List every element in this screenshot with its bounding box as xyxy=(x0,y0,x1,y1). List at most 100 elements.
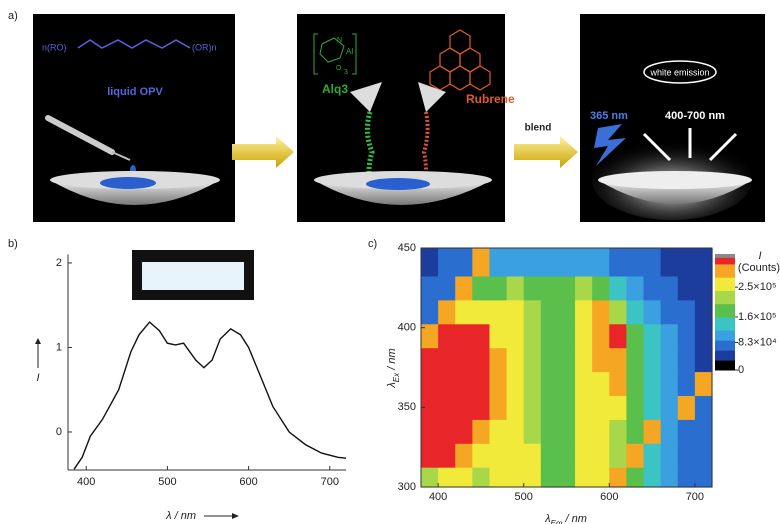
heat-cell xyxy=(541,348,559,373)
heat-cell xyxy=(644,348,662,373)
heat-cell xyxy=(507,371,525,396)
heat-cell xyxy=(678,248,696,276)
heat-cell xyxy=(592,300,610,325)
heat-cell xyxy=(455,324,473,349)
heat-cell xyxy=(661,248,679,276)
uv-label: 365 nm xyxy=(590,110,628,122)
heat-cell xyxy=(695,324,713,349)
heat-cell xyxy=(644,276,662,301)
heat-cell xyxy=(524,371,542,396)
heat-cell xyxy=(524,300,542,325)
x-tick-label: 700 xyxy=(321,476,339,488)
heat-cell xyxy=(472,371,490,396)
heat-cell xyxy=(541,467,559,488)
x-axis-label-part: / nm xyxy=(562,513,586,524)
heat-cell xyxy=(421,276,439,301)
heat-cell xyxy=(609,300,627,325)
heat-cell xyxy=(609,443,627,468)
heat-cell xyxy=(541,443,559,468)
heat-cell xyxy=(472,324,490,349)
heat-cell xyxy=(558,348,576,373)
x-axis-label: λEm / nm xyxy=(544,513,587,524)
heat-cell xyxy=(489,419,507,444)
heat-cell xyxy=(592,395,610,420)
arrow xyxy=(232,136,294,168)
heat-cell xyxy=(438,467,456,488)
heat-cell xyxy=(575,467,593,488)
caption: Alq3 xyxy=(322,82,348,96)
heat-cell xyxy=(438,300,456,325)
page: a) n(RO) (OR)n liquid OPV N Al O 3 Alq3 … xyxy=(0,0,780,524)
heat-cell xyxy=(678,300,696,325)
heat-cell xyxy=(507,419,525,444)
heat-cell xyxy=(524,248,542,276)
chem-label: N xyxy=(337,37,342,44)
x-tick-label: 500 xyxy=(515,491,533,503)
heat-cell xyxy=(524,348,542,373)
chem-label: 3 xyxy=(344,69,348,76)
heat-cell xyxy=(626,419,644,444)
inset-sample xyxy=(142,262,244,290)
heat-cell xyxy=(472,248,490,276)
y-axis-label: I xyxy=(36,372,39,384)
heat-cell xyxy=(661,419,679,444)
colorbar-tick-label: 2.5×10⁵ xyxy=(738,281,777,293)
heat-cell xyxy=(575,300,593,325)
heat-cell xyxy=(455,300,473,325)
heat-cell xyxy=(678,395,696,420)
heat-cell xyxy=(438,371,456,396)
heat-cell xyxy=(489,395,507,420)
heat-cell xyxy=(575,395,593,420)
heat-cell xyxy=(541,419,559,444)
heat-cell xyxy=(678,419,696,444)
heat-cell xyxy=(421,419,439,444)
heat-cell xyxy=(695,395,713,420)
colorbar-title: (Counts) xyxy=(738,262,780,274)
y-tick-label: 0 xyxy=(56,426,62,438)
y-tick-label: 450 xyxy=(398,242,416,254)
heat-cell xyxy=(575,348,593,373)
caption: liquid OPV xyxy=(107,86,163,98)
arrow xyxy=(514,136,578,168)
liquid xyxy=(100,177,156,189)
heat-cell xyxy=(558,300,576,325)
caption: Rubrene xyxy=(466,92,515,106)
x-tick-label: 400 xyxy=(77,476,95,488)
x-axis-label-part: Em xyxy=(550,519,562,524)
heat-cell xyxy=(507,276,525,301)
heat-cell xyxy=(678,443,696,468)
x-tick-label: 600 xyxy=(239,476,257,488)
heat-cell xyxy=(472,300,490,325)
heat-cell xyxy=(524,467,542,488)
heat-cell xyxy=(455,276,473,301)
emission-label: 400-700 nm xyxy=(665,110,725,122)
heat-cell xyxy=(472,467,490,488)
x-tick-label: 400 xyxy=(429,491,447,503)
chem-label: Al xyxy=(346,47,353,56)
heat-cell xyxy=(421,348,439,373)
heat-cell xyxy=(524,276,542,301)
heat-cell xyxy=(472,443,490,468)
heat-cell xyxy=(438,395,456,420)
heat-cell xyxy=(489,276,507,301)
heat-cell xyxy=(644,443,662,468)
y-tick-label: 400 xyxy=(398,322,416,334)
heat-cell xyxy=(678,324,696,349)
heat-cell xyxy=(541,276,559,301)
heat-cell xyxy=(421,371,439,396)
heat-cell xyxy=(592,419,610,444)
heat-cell xyxy=(455,443,473,468)
x-tick-label: 500 xyxy=(158,476,176,488)
heat-cell xyxy=(695,300,713,325)
heat-cell xyxy=(626,248,644,276)
panel-label: a) xyxy=(8,10,18,22)
heat-cell xyxy=(592,276,610,301)
heat-cell xyxy=(695,443,713,468)
liquid xyxy=(366,178,430,190)
heat-cell xyxy=(661,276,679,301)
heat-cell xyxy=(421,248,439,276)
heat-cell xyxy=(609,419,627,444)
heat-cell xyxy=(661,443,679,468)
heat-cell xyxy=(644,395,662,420)
heat-cell xyxy=(695,467,713,488)
